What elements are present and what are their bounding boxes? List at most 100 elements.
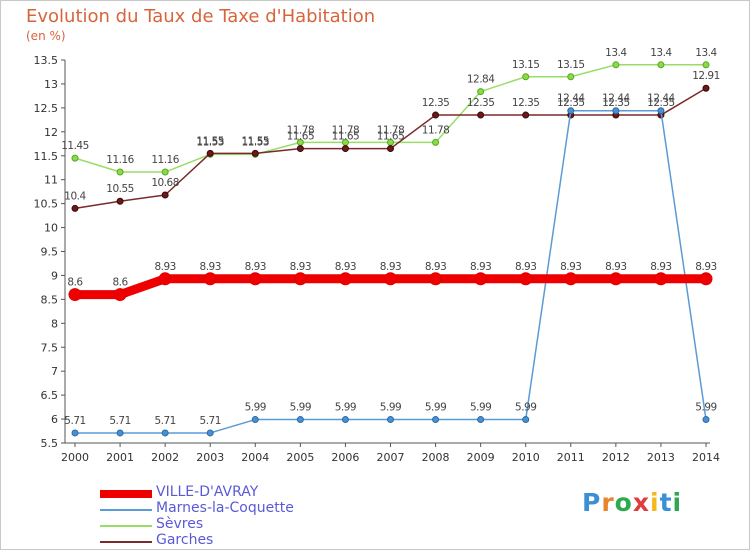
data-point bbox=[341, 145, 349, 153]
data-point bbox=[296, 416, 304, 424]
data-point bbox=[203, 272, 217, 286]
data-label: 11.78 bbox=[287, 124, 315, 136]
data-label: 8.93 bbox=[650, 261, 671, 273]
data-point bbox=[657, 107, 665, 115]
data-point bbox=[116, 168, 124, 176]
data-label: 8.93 bbox=[605, 261, 626, 273]
data-label: 11.65 bbox=[377, 131, 405, 143]
data-point bbox=[699, 272, 713, 286]
data-point bbox=[522, 416, 530, 424]
data-point bbox=[338, 272, 352, 286]
data-point bbox=[158, 272, 172, 286]
data-label: 5.99 bbox=[425, 402, 446, 414]
x-tick-label: 2010 bbox=[512, 451, 540, 464]
data-point bbox=[161, 191, 169, 199]
x-tick-label: 2008 bbox=[422, 451, 450, 464]
data-point bbox=[429, 272, 443, 286]
data-label: 5.71 bbox=[64, 415, 85, 427]
data-label: 12.44 bbox=[602, 93, 630, 105]
y-tick-label: 12 bbox=[44, 126, 58, 139]
y-tick-label: 11.5 bbox=[34, 150, 59, 163]
data-label: 13.4 bbox=[695, 47, 717, 59]
data-point bbox=[519, 272, 533, 286]
data-label: 11.65 bbox=[287, 131, 315, 143]
data-point bbox=[341, 416, 349, 424]
data-label: 5.99 bbox=[470, 402, 491, 414]
data-label: 13.15 bbox=[557, 59, 585, 71]
data-label: 5.99 bbox=[335, 402, 356, 414]
data-label: 11.45 bbox=[61, 140, 89, 152]
data-label: 12.35 bbox=[512, 97, 540, 109]
data-label: 5.71 bbox=[200, 415, 221, 427]
x-tick-label: 2014 bbox=[692, 451, 720, 464]
legend-swatch bbox=[100, 525, 152, 527]
x-tick-label: 2003 bbox=[196, 451, 224, 464]
y-tick-label: 12.5 bbox=[34, 102, 59, 115]
data-label: 8.93 bbox=[380, 261, 401, 273]
data-point bbox=[206, 149, 214, 157]
legend-label: VILLE-D'AVRAY bbox=[156, 484, 259, 500]
data-point bbox=[432, 138, 440, 146]
data-label: 12.91 bbox=[692, 70, 720, 82]
data-point bbox=[116, 429, 124, 437]
data-label: 11.78 bbox=[422, 124, 450, 136]
data-point bbox=[432, 416, 440, 424]
data-point bbox=[116, 197, 124, 205]
chart-subtitle: (en %) bbox=[26, 29, 66, 43]
y-tick-label: 10.5 bbox=[34, 198, 59, 211]
y-tick-label: 9.5 bbox=[41, 246, 59, 259]
data-label: 13.4 bbox=[650, 47, 672, 59]
data-label: 5.99 bbox=[245, 402, 266, 414]
y-tick-label: 7 bbox=[51, 365, 58, 378]
legend-label: Garches bbox=[156, 532, 214, 548]
data-label: 5.71 bbox=[154, 415, 175, 427]
data-label: 11.65 bbox=[332, 131, 360, 143]
data-point bbox=[387, 145, 394, 153]
data-label: 8.93 bbox=[470, 261, 491, 273]
x-tick-label: 2012 bbox=[602, 451, 630, 464]
data-label: 13.4 bbox=[605, 47, 627, 59]
data-label: 12.35 bbox=[467, 97, 495, 109]
data-label: 8.93 bbox=[425, 261, 446, 273]
x-tick-label: 2001 bbox=[106, 451, 134, 464]
data-label: 8.93 bbox=[335, 261, 356, 273]
data-label: 10.55 bbox=[106, 183, 134, 195]
data-label: 11.78 bbox=[332, 124, 360, 136]
data-label: 11.16 bbox=[151, 154, 179, 166]
y-tick-label: 7.5 bbox=[41, 341, 59, 354]
data-point bbox=[612, 107, 620, 115]
data-label: 12.35 bbox=[647, 97, 675, 109]
data-label: 10.4 bbox=[64, 190, 86, 202]
data-point bbox=[113, 288, 127, 302]
data-label: 12.35 bbox=[557, 97, 585, 109]
data-label: 8.93 bbox=[154, 261, 175, 273]
data-point bbox=[71, 429, 79, 437]
x-tick-label: 2004 bbox=[241, 451, 269, 464]
y-tick-label: 10 bbox=[44, 222, 58, 235]
data-point bbox=[564, 272, 578, 286]
data-label: 5.99 bbox=[290, 402, 311, 414]
data-label: 11.53 bbox=[242, 136, 270, 148]
data-point bbox=[477, 416, 485, 424]
data-label: 12.35 bbox=[602, 97, 630, 109]
data-point bbox=[251, 149, 259, 157]
data-point bbox=[71, 154, 79, 162]
x-tick-label: 2000 bbox=[61, 451, 89, 464]
data-point bbox=[702, 84, 710, 92]
y-tick-label: 13 bbox=[44, 78, 58, 91]
data-point bbox=[161, 168, 169, 176]
data-point bbox=[657, 61, 665, 69]
legend-swatch bbox=[100, 490, 152, 498]
y-tick-label: 11 bbox=[44, 174, 58, 187]
y-tick-label: 6 bbox=[51, 413, 58, 426]
data-label: 8.93 bbox=[560, 261, 581, 273]
data-point bbox=[68, 288, 82, 302]
y-tick-label: 13.5 bbox=[34, 54, 59, 67]
data-point bbox=[387, 416, 394, 424]
x-tick-label: 2006 bbox=[331, 451, 359, 464]
data-point bbox=[477, 111, 485, 119]
data-label: 8.93 bbox=[515, 261, 536, 273]
data-label: 11.53 bbox=[196, 136, 224, 148]
data-label: 11.16 bbox=[106, 154, 134, 166]
legend-swatch bbox=[100, 509, 152, 511]
